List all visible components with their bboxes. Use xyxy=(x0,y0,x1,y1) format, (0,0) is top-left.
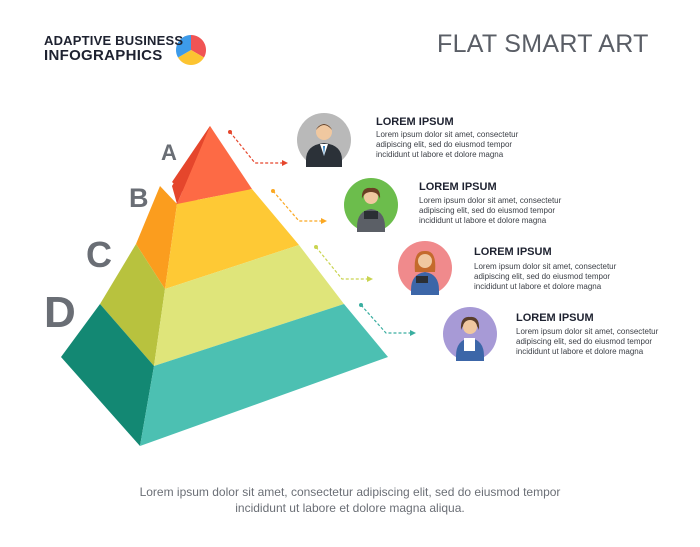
connector-d xyxy=(360,304,410,334)
pyramid-level-c-side xyxy=(100,244,165,366)
pyramid-level-a-sidefix xyxy=(172,126,210,204)
level-c-title: LOREM IPSUM xyxy=(474,246,552,258)
level-a-title: LOREM IPSUM xyxy=(376,116,454,128)
pyramid-level-d-front xyxy=(140,304,388,446)
connector-a xyxy=(229,131,282,164)
level-b-body: Lorem ipsum dolor sit amet, consectetur … xyxy=(419,196,562,225)
avatar-c xyxy=(398,241,452,295)
level-d-title: LOREM IPSUM xyxy=(516,312,594,324)
connectors xyxy=(228,130,416,336)
pyramid-level-d-side xyxy=(61,304,154,446)
avatar-b xyxy=(344,178,398,232)
footer-text: Lorem ipsum dolor sit amet, consectetur … xyxy=(0,484,700,516)
level-letter-a: A xyxy=(161,140,177,165)
pyramid xyxy=(61,126,388,446)
pyramid-level-a-face xyxy=(177,126,252,204)
logo-pie-icon xyxy=(175,34,207,66)
page-title: FLAT SMART ART xyxy=(437,30,649,58)
avatar-d xyxy=(443,307,497,361)
level-c-body: Lorem ipsum dolor sit amet, consectetur … xyxy=(474,262,617,291)
connector-c xyxy=(315,246,367,280)
brand-line-1: ADAPTIVE BUSINESS xyxy=(44,33,184,48)
level-a-body: Lorem ipsum dolor sit amet, consectetur … xyxy=(376,130,519,159)
pyramid-level-c-front xyxy=(154,245,344,366)
brand-line-2: INFOGRAPHICS xyxy=(44,47,163,64)
level-letter-c: C xyxy=(86,234,112,275)
footer-line-2: incididunt ut labore et dolore magna ali… xyxy=(235,501,465,515)
footer-line-1: Lorem ipsum dolor sit amet, consectetur … xyxy=(139,485,561,499)
pyramid-level-b-side xyxy=(136,186,177,289)
level-d-body: Lorem ipsum dolor sit amet, consectetur … xyxy=(516,327,659,356)
connector-b xyxy=(272,190,321,222)
level-b-title: LOREM IPSUM xyxy=(419,181,497,193)
pyramid-level-b-front xyxy=(165,189,299,289)
level-letter-d: D xyxy=(44,288,76,337)
level-letter-b: B xyxy=(129,183,149,213)
avatar-a xyxy=(297,113,351,167)
